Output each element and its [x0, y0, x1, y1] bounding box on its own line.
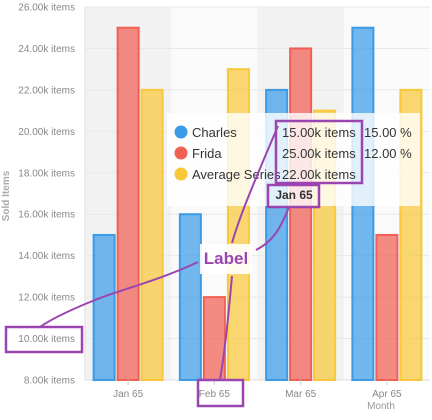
- tooltip-title: Jan 65: [275, 188, 313, 202]
- x-tick-label: Mar 65: [285, 389, 317, 400]
- bar-frida: [290, 48, 311, 380]
- bar-charles: [180, 214, 201, 380]
- y-tick-label: 26.00k items: [18, 3, 75, 14]
- y-tick-label: 22.00k items: [18, 85, 75, 96]
- tooltip-series-name: Frida: [192, 146, 222, 161]
- tooltip-series-name: Average Series: [192, 167, 281, 182]
- x-tick-label: Apr 65: [372, 389, 402, 400]
- y-tick-label: 14.00k items: [18, 251, 75, 262]
- x-tick-label: Feb 65: [199, 389, 231, 400]
- bar-average-series: [142, 90, 163, 380]
- tooltip-value: 25.00k items: [282, 146, 356, 161]
- bar-frida: [376, 235, 397, 380]
- tooltip-series-name: Charles: [192, 125, 237, 140]
- x-axis-label: Month: [367, 401, 395, 412]
- y-tick-label: 10.00k items: [18, 334, 75, 345]
- y-tick-label: 18.00k items: [18, 168, 75, 179]
- annotation-label: Label: [204, 249, 248, 268]
- tooltip-percent: 12.00 %: [364, 146, 412, 161]
- y-tick-label: 24.00k items: [18, 44, 75, 55]
- legend-marker: [175, 147, 188, 160]
- y-tick-label: 12.00k items: [18, 293, 75, 304]
- tooltip: Charles 15.00k items 15.00 % Frida 25.00k it…: [167, 113, 420, 206]
- tooltip-value: 15.00k items: [282, 125, 356, 140]
- legend-marker: [175, 168, 188, 181]
- bar-frida: [118, 28, 139, 380]
- legend-marker: [175, 126, 188, 139]
- tooltip-percent: 15.00 %: [364, 125, 412, 140]
- y-tick-label: 16.00k items: [18, 210, 75, 221]
- y-tick-label: 20.00k items: [18, 127, 75, 138]
- y-axis-label: Sold Items: [1, 170, 12, 221]
- tooltip-value: 22.00k items: [282, 167, 356, 182]
- y-tick-label: 8.00k items: [24, 376, 75, 387]
- bar-charles: [94, 235, 115, 380]
- x-tick-label: Jan 65: [113, 389, 143, 400]
